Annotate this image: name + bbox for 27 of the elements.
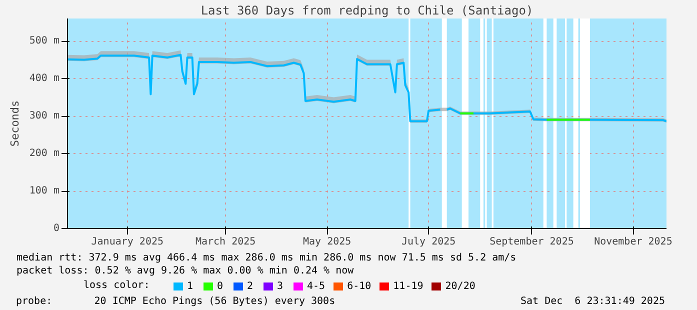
legend-label: 2 bbox=[247, 280, 254, 292]
y-tick-label: 100 m bbox=[29, 186, 60, 196]
chart-title: Last 360 Days from redping to Chile (Santiago) bbox=[200, 4, 534, 18]
legend-label: 20/20 bbox=[445, 280, 476, 292]
y-axis-title: Seconds bbox=[8, 100, 22, 147]
text: median rtt: 372.9 ms avg 466.4 ms max 286.0 ms min 286.0 ms now 71.5 ms sd 5.2 am/s bbox=[16, 252, 516, 264]
y-tick-label: 400 m bbox=[29, 73, 60, 84]
x-tick-label: March 2025 bbox=[195, 236, 256, 248]
x-tick-label: November 2025 bbox=[594, 236, 672, 248]
legend-label: 4-5 bbox=[307, 280, 326, 292]
y-tick-label: 300 m bbox=[29, 110, 60, 122]
y-tick-label: 500 m bbox=[29, 36, 60, 46]
x-tick-label: January 2025 bbox=[91, 236, 164, 248]
legend-title: loss color: bbox=[84, 280, 150, 291]
x-tick-label: July 2025 bbox=[401, 236, 456, 248]
x-tick-label: May 2025 bbox=[302, 236, 352, 248]
text: probe: 20 ICMP Echo Pings (56 Bytes) every 300s bbox=[16, 295, 336, 309]
legend-label: 3 bbox=[277, 280, 284, 292]
legend-label: 6-10 bbox=[347, 280, 372, 292]
y-tick-label: 200 m bbox=[29, 148, 60, 159]
text: packet loss: 0.52 % avg 9.26 % max 0.00 % min 0.24 % now bbox=[16, 266, 355, 276]
y-tick-label: 0 bbox=[53, 223, 60, 234]
legend-label: 1 bbox=[187, 280, 194, 292]
x-tick-label: September 2025 bbox=[490, 236, 574, 248]
legend-label: 11-19 bbox=[393, 280, 424, 292]
legend-label: 0 bbox=[217, 280, 224, 292]
text: Sat Dec 6 23:31:49 2025 bbox=[520, 295, 665, 309]
